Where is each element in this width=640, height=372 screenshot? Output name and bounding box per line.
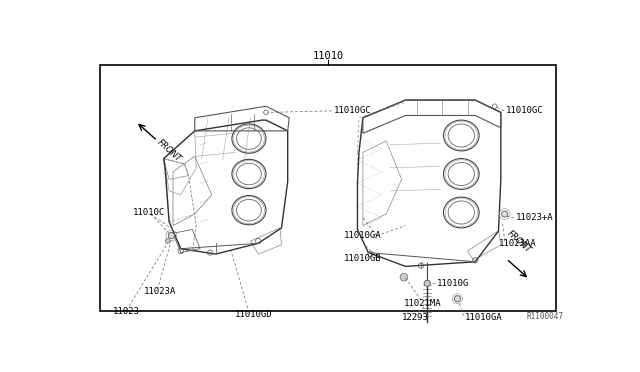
Circle shape (400, 273, 408, 281)
Text: 11023AA: 11023AA (499, 239, 536, 248)
Text: 11023: 11023 (113, 307, 140, 316)
Text: FRONT: FRONT (506, 229, 533, 255)
Circle shape (424, 280, 430, 286)
Circle shape (502, 211, 508, 217)
Text: FRONT: FRONT (155, 138, 182, 164)
Circle shape (492, 104, 497, 109)
Text: 11010G: 11010G (436, 279, 468, 288)
Text: 12293: 12293 (402, 313, 429, 322)
Text: R1100047: R1100047 (527, 312, 564, 321)
Text: 11010C: 11010C (132, 208, 165, 217)
Text: 11010GA: 11010GA (465, 313, 502, 322)
Text: 11010GB: 11010GB (344, 254, 381, 263)
Text: 11010GA: 11010GA (344, 231, 381, 240)
Bar (100, 65, 556, 311)
Circle shape (168, 232, 175, 239)
Text: 11010GD: 11010GD (235, 310, 273, 319)
Text: 11010GC: 11010GC (333, 106, 371, 115)
Text: 11023+A: 11023+A (516, 214, 553, 222)
Circle shape (454, 296, 461, 302)
Circle shape (264, 110, 268, 115)
Text: 11023A: 11023A (145, 286, 177, 295)
Text: 11010GC: 11010GC (506, 106, 543, 115)
Text: 11010: 11010 (312, 51, 344, 61)
Text: 11021MA: 11021MA (404, 299, 442, 308)
Circle shape (165, 239, 170, 243)
